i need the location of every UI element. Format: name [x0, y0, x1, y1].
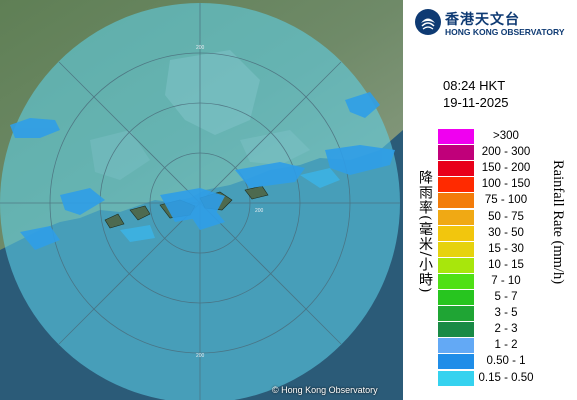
legend-swatch	[438, 193, 474, 209]
legend-label: 7 - 10	[491, 274, 521, 287]
legend-label: 75 - 100	[484, 194, 528, 207]
legend-swatch	[438, 161, 474, 177]
range-label: 200	[196, 353, 205, 359]
legend-row: 30 - 50	[438, 225, 577, 242]
radar-map: 200 200 200 © Hong Kong Observatory	[0, 0, 403, 400]
legend-swatch	[438, 129, 474, 144]
legend-row: 3 - 5	[438, 306, 577, 322]
legend-swatch	[438, 370, 474, 386]
legend-swatch	[438, 338, 474, 354]
legend-row: 150 - 200	[438, 161, 577, 177]
legend-swatch	[438, 322, 474, 338]
hko-logo-icon	[415, 9, 441, 35]
legend-swatch	[438, 177, 474, 193]
legend-label: 0.50 - 1	[486, 355, 526, 368]
legend-row: 0.50 - 1	[438, 354, 577, 370]
legend-swatch	[438, 306, 474, 322]
legend-swatch	[438, 241, 474, 257]
legend-swatch	[438, 209, 474, 225]
legend-label: 3 - 5	[494, 307, 518, 320]
legend-label: 150 - 200	[481, 162, 531, 175]
legend-panel: 香港天文台 HONG KONG OBSERVATORY 08:24 HKT 19…	[403, 0, 577, 400]
legend-row: 50 - 75	[438, 209, 577, 226]
legend-swatch	[438, 225, 474, 241]
legend-label: 30 - 50	[488, 226, 524, 239]
legend-row: 15 - 30	[438, 241, 577, 258]
legend-row: >300	[438, 129, 577, 145]
legend-label: 1 - 2	[494, 339, 518, 352]
legend-row: 1 - 2	[438, 338, 577, 354]
legend-label: 200 - 300	[481, 146, 531, 159]
range-label: 200	[255, 208, 264, 214]
radar-map-image: 200 200 200	[0, 0, 403, 400]
legend-label: 15 - 30	[488, 242, 524, 255]
legend-swatch	[438, 273, 474, 289]
legend-label: 5 - 7	[494, 291, 518, 303]
legend-row: 7 - 10	[438, 273, 577, 290]
legend-label: 2 - 3	[494, 323, 518, 336]
timestamp-time: 08:24 HKT	[443, 78, 506, 93]
legend-row: 10 - 15	[438, 257, 577, 274]
legend-swatch	[438, 145, 474, 161]
rain-echoes	[10, 92, 395, 250]
timestamp-date: 19-11-2025	[443, 95, 509, 110]
legend-row: 2 - 3	[438, 322, 577, 338]
legend-row: 0.15 - 0.50	[438, 370, 577, 387]
legend-swatch	[438, 257, 474, 273]
legend-row: 5 - 7	[438, 290, 577, 306]
legend-swatch	[438, 290, 474, 305]
legend-label: >300	[493, 130, 519, 142]
legend-swatch	[438, 354, 474, 370]
legend-label: 0.15 - 0.50	[478, 371, 534, 384]
copyright-text: © Hong Kong Observatory	[272, 385, 378, 395]
range-label: 200	[196, 45, 205, 51]
logo-english-text: HONG KONG OBSERVATORY	[445, 27, 565, 37]
legend-label: 50 - 75	[488, 210, 524, 223]
legend-row: 100 - 150	[438, 177, 577, 193]
legend-title-english: Rainfall Rate (mm/h)	[550, 160, 566, 285]
legend-row: 75 - 100	[438, 193, 577, 209]
legend-label: 10 - 15	[488, 258, 524, 271]
legend-title-chinese: 降雨率(毫米/小時)	[417, 170, 433, 294]
hko-logo: 香港天文台 HONG KONG OBSERVATORY	[414, 8, 574, 40]
legend-label: 100 - 150	[481, 178, 531, 191]
logo-chinese-text: 香港天文台	[445, 12, 520, 28]
legend-row: 200 - 300	[438, 145, 577, 161]
